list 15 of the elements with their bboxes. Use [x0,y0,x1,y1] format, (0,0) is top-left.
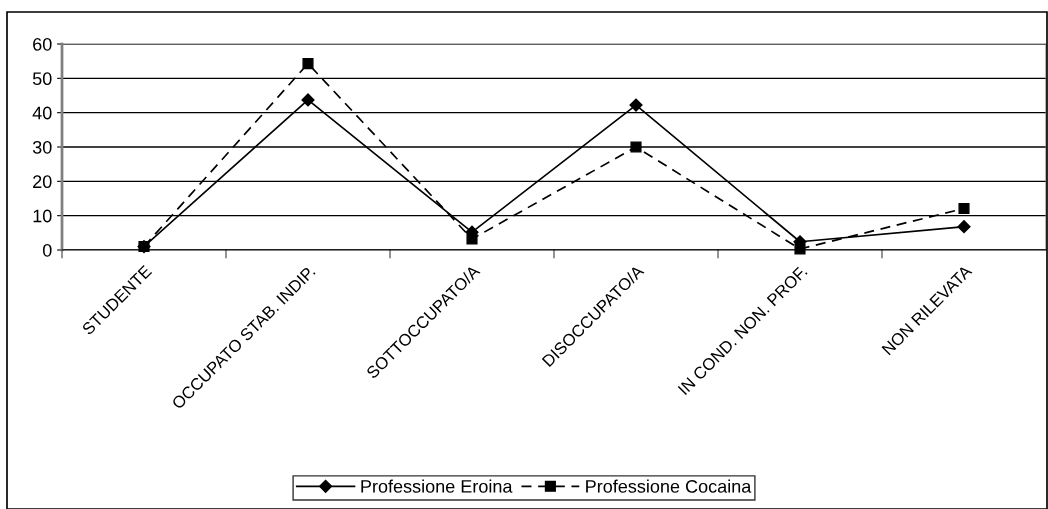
legend-label: Professione Eroina [361,479,513,493]
point [630,141,642,153]
y-tick-label: 40 [32,106,52,120]
point [957,220,971,234]
y-tick-label: 60 [33,37,52,51]
point [958,202,970,215]
y-tick-label: 0 [42,243,52,257]
y-tick-label: 20 [33,175,52,189]
y-tick-label: 30 [32,140,52,154]
y-tick-label: 10 [33,209,52,223]
point [301,93,315,107]
legend-label: Professione Cocaina [586,479,752,493]
y-tick-label: 50 [32,72,52,86]
point [629,98,643,112]
point [302,58,314,70]
